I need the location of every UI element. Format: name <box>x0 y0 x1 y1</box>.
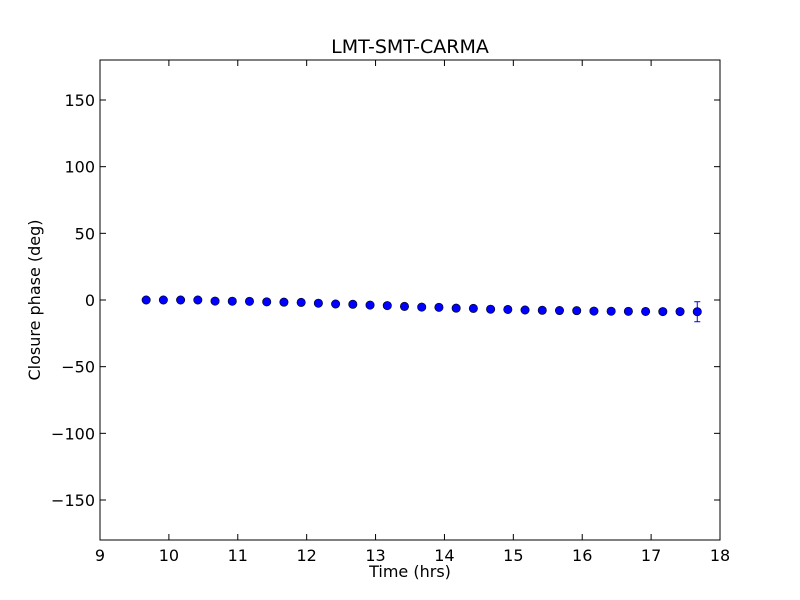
data-point <box>279 297 289 307</box>
data-point <box>468 303 478 313</box>
data-point <box>589 306 599 316</box>
data-point <box>313 298 323 308</box>
data-point <box>641 306 651 316</box>
y-tick-label: 100 <box>64 158 95 177</box>
y-tick-label: −50 <box>61 358 95 377</box>
x-tick-label: 9 <box>95 546 105 565</box>
data-point <box>486 304 496 314</box>
plot-area <box>100 60 720 540</box>
data-point <box>417 302 427 312</box>
data-point <box>692 307 702 317</box>
y-tick-label: −150 <box>51 491 95 510</box>
y-tick-label: 0 <box>85 291 95 310</box>
data-point <box>210 296 220 306</box>
y-axis-label: Closure phase (deg) <box>25 219 44 380</box>
data-point <box>158 295 168 305</box>
data-point <box>365 300 375 310</box>
data-point <box>554 306 564 316</box>
data-point <box>623 306 633 316</box>
data-point <box>399 301 409 311</box>
data-point <box>382 301 392 311</box>
data-point <box>451 303 461 313</box>
x-tick-label: 10 <box>159 546 179 565</box>
tick-labels: 9 10 11 12 13 14 15 16 17 18 150 100 50 0 −50 −100 −150 <box>51 91 730 565</box>
data-point <box>262 297 272 307</box>
data-point <box>176 295 186 305</box>
data-point <box>503 304 513 314</box>
data-point <box>141 295 151 305</box>
data-point <box>606 306 616 316</box>
x-tick-label: 17 <box>641 546 661 565</box>
data-point <box>193 295 203 305</box>
data-point <box>658 307 668 317</box>
data-point <box>296 297 306 307</box>
x-tick-label: 14 <box>434 546 454 565</box>
x-tick-label: 13 <box>365 546 385 565</box>
y-tick-label: 150 <box>64 91 95 110</box>
data-point <box>520 305 530 315</box>
data-point <box>244 296 254 306</box>
data-point <box>348 299 358 309</box>
x-tick-label: 12 <box>296 546 316 565</box>
x-tick-label: 15 <box>503 546 523 565</box>
x-tick-label: 11 <box>228 546 248 565</box>
y-tick-label: −100 <box>51 424 95 443</box>
data-points <box>141 295 702 317</box>
data-point <box>227 296 237 306</box>
data-point <box>572 306 582 316</box>
chart-title: LMT-SMT-CARMA <box>331 36 489 58</box>
data-point <box>434 302 444 312</box>
y-tick-label: 50 <box>75 224 95 243</box>
data-point <box>537 305 547 315</box>
plot-frame <box>99 59 721 541</box>
x-tick-label: 16 <box>572 546 592 565</box>
x-axis-label: Time (hrs) <box>368 562 451 581</box>
data-point <box>675 307 685 317</box>
data-point <box>331 299 341 309</box>
x-tick-label: 18 <box>710 546 730 565</box>
